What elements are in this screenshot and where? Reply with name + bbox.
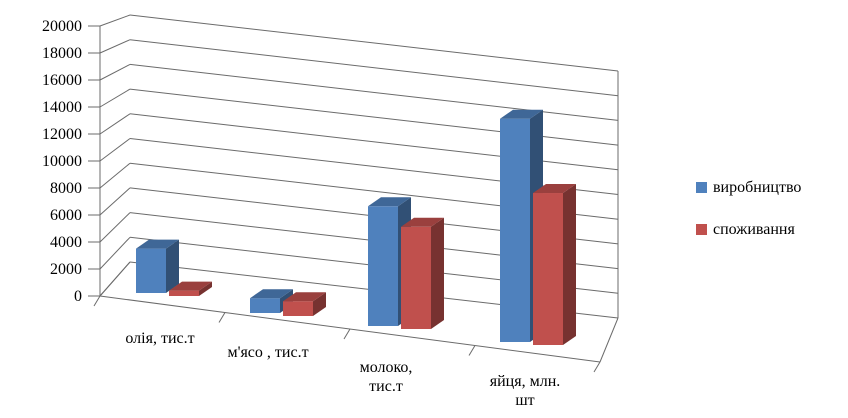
category-label-line: молоко, (360, 359, 413, 376)
x-tick-mark (218, 312, 226, 323)
gridline (129, 39, 619, 97)
bar-top (250, 289, 293, 299)
floor-right-edge (599, 317, 619, 363)
y-tick-label: 0 (74, 288, 82, 305)
category-label: яйця, млн. шт (490, 373, 561, 409)
category-label: молоко, тис.т (360, 359, 413, 395)
gridline-side (99, 187, 131, 216)
bar-side (313, 292, 326, 316)
gridline-side (99, 212, 131, 243)
bar-consumption (401, 217, 444, 329)
category-label: м'ясо , тис.т (227, 344, 308, 361)
y-tick-labels: 0 2000 4000 6000 8000 10000 12000 14000 16000 180… (42, 18, 82, 305)
category-label-line: яйця, млн. (490, 373, 561, 390)
bar-front (169, 290, 199, 296)
gridline-side (99, 63, 131, 81)
bar-side (563, 184, 576, 345)
gridline (129, 63, 619, 121)
bar-top (283, 292, 326, 302)
gridline (129, 88, 619, 146)
bar-consumption (169, 281, 212, 296)
y-tick-label: 20000 (42, 18, 82, 35)
category-label-line: олія, тис.т (125, 330, 194, 347)
bar-production (136, 239, 179, 293)
floor-left-edge (99, 261, 131, 297)
bar-consumption (533, 184, 576, 345)
category-label-line: м'ясо , тис.т (227, 344, 308, 361)
bar-top (368, 197, 411, 207)
bar-side (199, 281, 212, 296)
gridline (129, 14, 619, 72)
x-tick-mark (343, 328, 351, 340)
bar-front (368, 206, 398, 326)
gridline-side (99, 162, 131, 189)
bars (136, 109, 576, 345)
legend: виробництво споживання (696, 179, 801, 238)
gridline-side (99, 236, 131, 270)
x-tick-mark (593, 361, 601, 373)
bar-front (533, 193, 563, 345)
y-tick-label: 8000 (50, 180, 82, 197)
bar-top (500, 109, 543, 119)
y-tick-label: 16000 (42, 72, 82, 89)
bar-front (250, 298, 280, 313)
bar-top (136, 239, 179, 249)
y-tick-label: 2000 (50, 261, 82, 278)
y-tick-label: 4000 (50, 234, 82, 251)
category-label-line: шт (515, 392, 534, 409)
y-tick-label: 18000 (42, 45, 82, 62)
y-tick-label: 10000 (42, 153, 82, 170)
legend-swatch (696, 224, 707, 235)
category-label: олія, тис.т (125, 330, 194, 347)
bar-front (136, 248, 166, 293)
y-tick-label: 14000 (42, 99, 82, 116)
legend-label: споживання (713, 221, 795, 238)
bar-side (431, 217, 444, 329)
category-label-line: тис.т (369, 378, 403, 395)
bar-top (169, 281, 212, 291)
legend-swatch (696, 182, 707, 193)
gridline-side (99, 14, 131, 27)
bar-side (166, 239, 179, 293)
gridline-side (99, 138, 131, 162)
y-tick-label: 12000 (42, 126, 82, 143)
x-tick-mark (93, 295, 101, 307)
bar-front (500, 118, 530, 342)
category-labels: олія, тис.т м'ясо , тис.т молоко, тис.т яйця… (125, 330, 560, 409)
gridline (129, 113, 619, 171)
bar-front (283, 301, 313, 316)
x-tick-mark (468, 345, 476, 356)
bar-top (533, 184, 576, 194)
gridline-side (99, 88, 131, 108)
gridline-side (99, 113, 131, 135)
bar-consumption (283, 292, 326, 316)
axes (88, 25, 619, 373)
y-tick-label: 6000 (50, 207, 82, 224)
gridline-side (99, 39, 131, 54)
bar-top (401, 217, 444, 227)
bar-front (401, 226, 431, 329)
legend-label: виробництво (713, 179, 801, 196)
